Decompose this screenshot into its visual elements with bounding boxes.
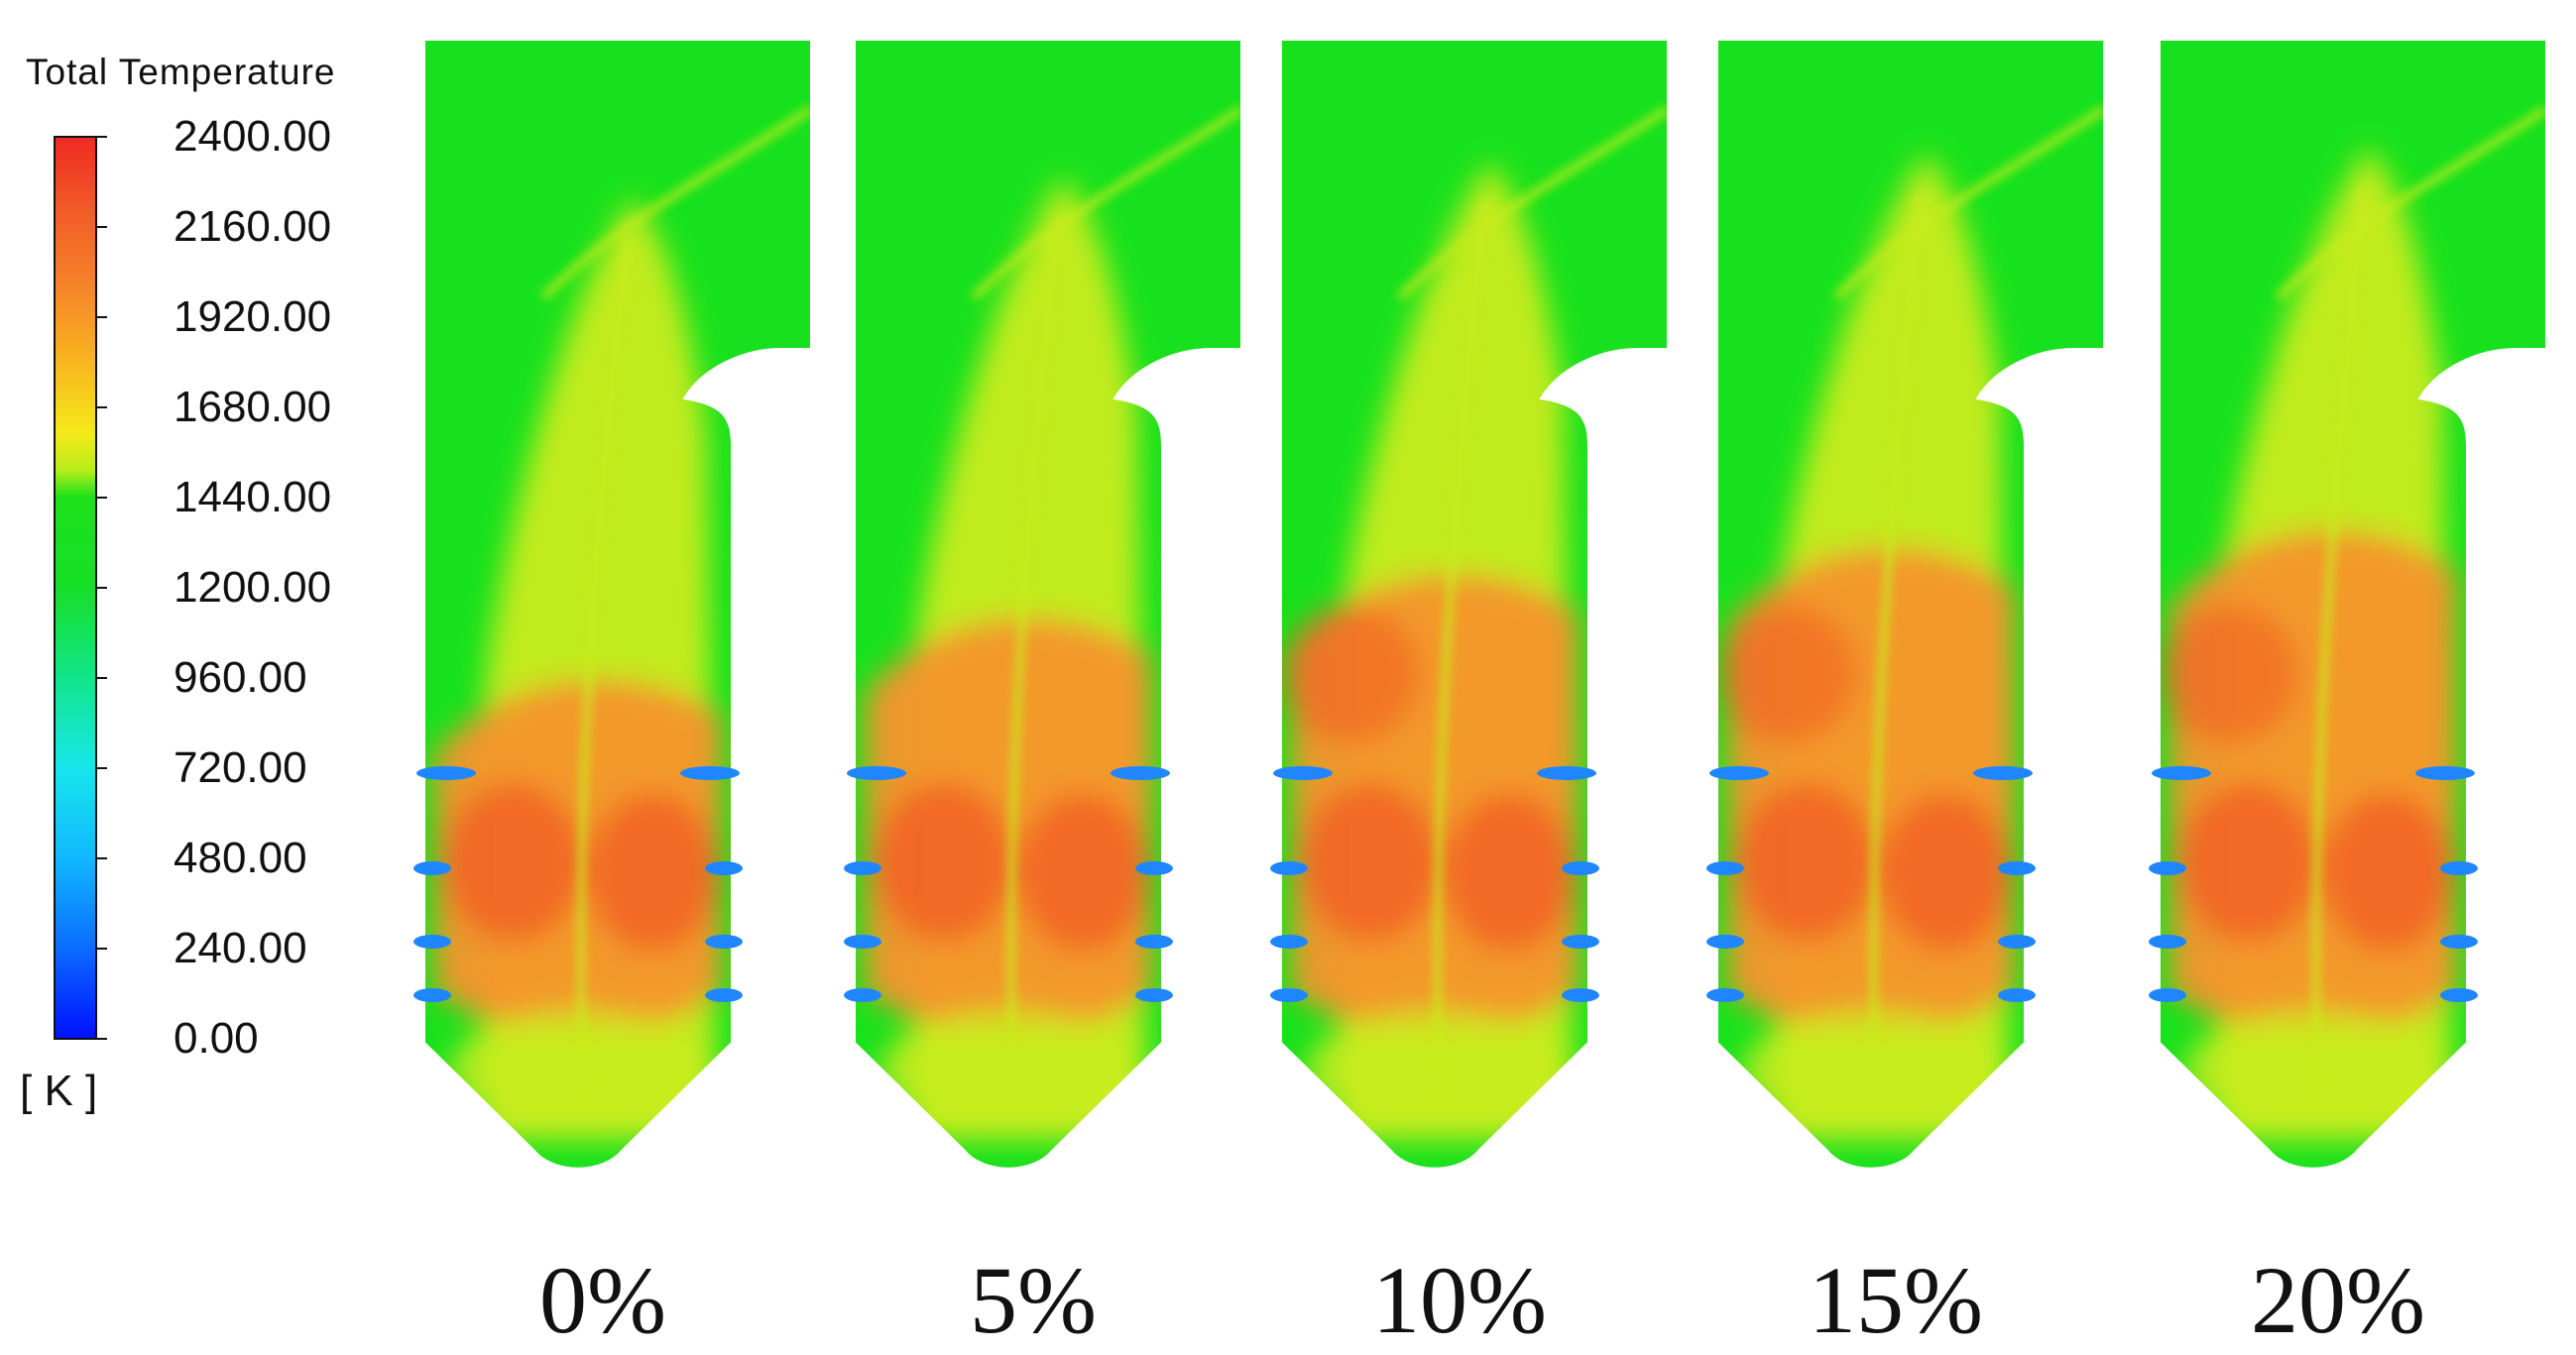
legend-title: Total Temperature [26,52,336,92]
burner-nozzles [413,766,743,1002]
furnace-panel [1270,39,1669,1170]
furnace-panels [413,39,2547,1170]
colorbar-tick-label: 1440.00 [174,473,332,521]
colorbar-tick-label: 960.00 [174,653,307,702]
legend-unit: [ K ] [20,1067,98,1115]
case-label: 0% [539,1247,666,1353]
burner-nozzles [1706,766,2036,1002]
colorbar-tick-label: 240.00 [174,924,307,972]
burner-nozzles [844,766,1173,1002]
colorbar-tick-label: 1680.00 [174,383,332,431]
colorbar-tick-label: 2160.00 [174,202,332,251]
colorbar-tick-label: 720.00 [174,743,307,792]
case-label: 15% [1809,1247,1983,1353]
furnace-panel [413,39,812,1170]
burner-nozzles [2149,766,2478,1002]
colorbar-tick-label: 480.00 [174,834,307,882]
case-label: 10% [1372,1247,1547,1353]
furnace-panel [844,39,1242,1170]
colorbar-tick-label: 2400.00 [174,112,332,161]
colorbar [54,136,97,1040]
colorbar-tick-label: 0.00 [174,1014,259,1063]
furnace-panel [1706,39,2105,1170]
case-label: 5% [970,1247,1097,1353]
burner-nozzles [1270,766,1599,1002]
colorbar-tick-label: 1200.00 [174,563,332,612]
colorbar-ticks [96,136,107,1040]
furnace-panel [2149,39,2547,1170]
case-label: 20% [2251,1247,2425,1353]
colorbar-tick-label: 1920.00 [174,292,332,341]
